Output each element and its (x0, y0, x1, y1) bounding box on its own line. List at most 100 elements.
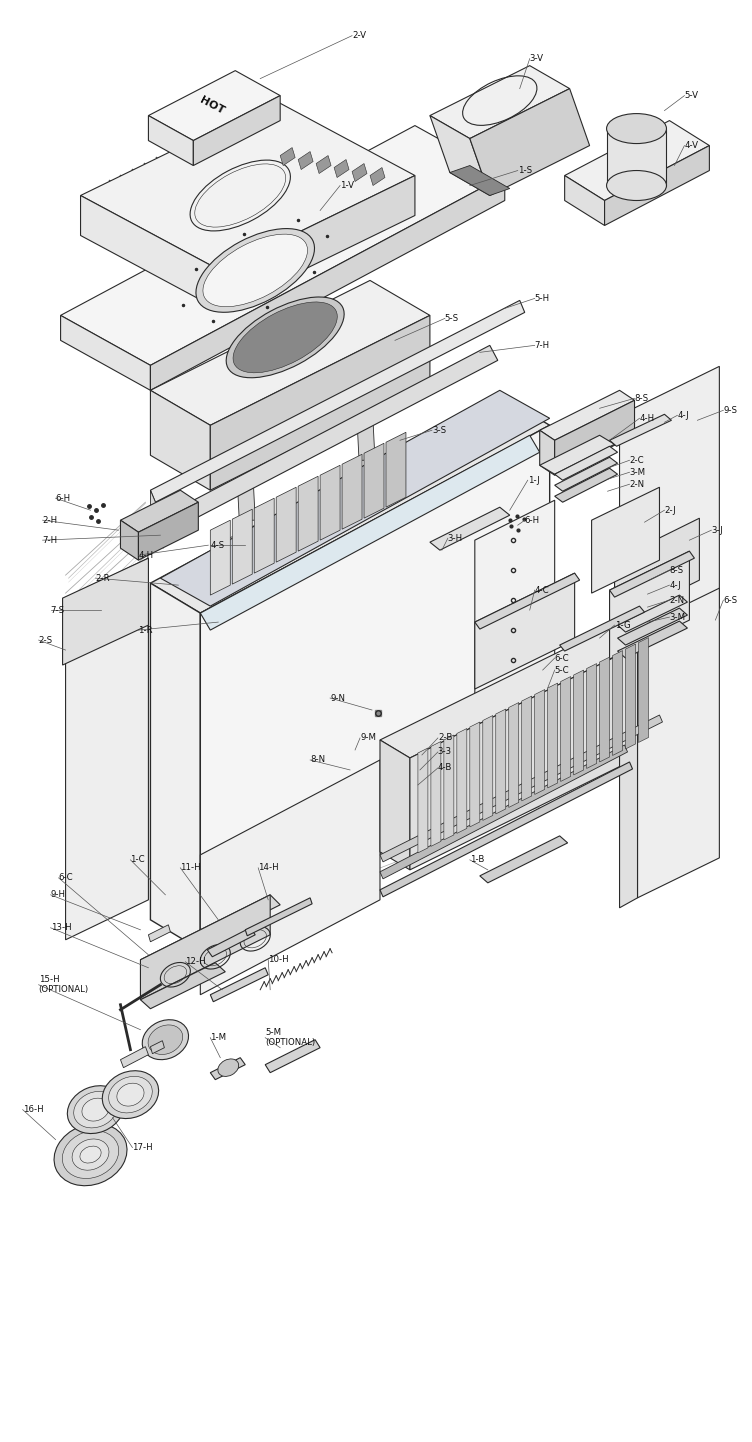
Text: 6-C: 6-C (59, 874, 73, 883)
Polygon shape (232, 509, 252, 584)
Text: 3-S: 3-S (432, 425, 446, 435)
Polygon shape (450, 166, 510, 196)
Ellipse shape (102, 1071, 159, 1119)
Polygon shape (200, 435, 540, 630)
Text: 2-S: 2-S (38, 636, 53, 645)
Polygon shape (148, 924, 171, 942)
Text: 8-S: 8-S (635, 394, 649, 402)
Text: 1-V: 1-V (340, 182, 354, 190)
Polygon shape (150, 1041, 165, 1054)
Text: 15-H
(OPTIONAL): 15-H (OPTIONAL) (38, 975, 89, 995)
Text: 4-V: 4-V (684, 141, 699, 150)
Polygon shape (156, 346, 498, 535)
Polygon shape (150, 391, 211, 490)
Ellipse shape (82, 1099, 109, 1120)
Ellipse shape (233, 301, 338, 373)
Polygon shape (120, 490, 199, 532)
Text: 12-H: 12-H (185, 957, 206, 966)
Polygon shape (380, 611, 669, 758)
Ellipse shape (607, 114, 666, 144)
Polygon shape (475, 572, 580, 629)
Text: 11-H: 11-H (180, 864, 201, 872)
Polygon shape (430, 66, 570, 138)
Polygon shape (559, 606, 644, 652)
Text: 2-R: 2-R (96, 574, 110, 583)
Text: 13-H: 13-H (50, 923, 71, 933)
Text: 7-H: 7-H (535, 340, 550, 350)
Text: 2-N: 2-N (669, 596, 684, 604)
Text: 3-M: 3-M (629, 467, 646, 477)
Polygon shape (370, 167, 385, 186)
Text: 17-H: 17-H (132, 1144, 153, 1152)
Polygon shape (574, 671, 584, 774)
Polygon shape (160, 391, 550, 606)
Polygon shape (208, 927, 255, 957)
Polygon shape (254, 499, 274, 572)
Text: 16-H: 16-H (23, 1105, 44, 1115)
Polygon shape (490, 660, 578, 708)
Polygon shape (620, 629, 638, 908)
Polygon shape (613, 650, 623, 756)
Polygon shape (418, 748, 428, 852)
Polygon shape (141, 895, 280, 970)
Polygon shape (80, 101, 415, 271)
Text: 14-H: 14-H (258, 864, 279, 872)
Ellipse shape (54, 1123, 127, 1185)
Polygon shape (245, 898, 312, 936)
Text: HOT: HOT (199, 95, 226, 117)
Text: 1-R: 1-R (138, 626, 153, 634)
Polygon shape (547, 684, 558, 787)
Polygon shape (490, 659, 555, 694)
Polygon shape (610, 414, 672, 446)
Ellipse shape (108, 1076, 153, 1113)
Text: 6-H: 6-H (56, 493, 71, 503)
Polygon shape (61, 125, 505, 365)
Text: 2-J: 2-J (665, 506, 676, 515)
Polygon shape (120, 1047, 148, 1067)
Text: 6-S: 6-S (723, 596, 738, 604)
Polygon shape (80, 196, 220, 310)
Polygon shape (565, 176, 605, 225)
Text: 5-C: 5-C (555, 666, 569, 675)
Polygon shape (220, 176, 415, 310)
Polygon shape (605, 146, 709, 225)
Polygon shape (430, 508, 510, 551)
Text: 9-N: 9-N (330, 694, 345, 702)
Polygon shape (141, 963, 226, 1009)
Text: 1-C: 1-C (130, 855, 145, 864)
Polygon shape (193, 95, 280, 166)
Ellipse shape (80, 1146, 101, 1164)
Polygon shape (565, 121, 709, 200)
Polygon shape (607, 128, 666, 186)
Polygon shape (555, 446, 617, 480)
Text: 10-H: 10-H (268, 955, 289, 965)
Polygon shape (156, 521, 163, 548)
Polygon shape (380, 740, 410, 870)
Polygon shape (483, 715, 493, 820)
Polygon shape (480, 836, 568, 883)
Polygon shape (386, 433, 406, 508)
Ellipse shape (218, 1058, 238, 1076)
Polygon shape (475, 500, 555, 709)
Polygon shape (276, 487, 296, 562)
Polygon shape (265, 1040, 320, 1073)
Polygon shape (352, 163, 367, 182)
Polygon shape (380, 715, 663, 862)
Polygon shape (150, 280, 430, 425)
Polygon shape (620, 366, 720, 659)
Polygon shape (120, 521, 138, 559)
Polygon shape (62, 558, 148, 665)
Text: 2-B: 2-B (438, 734, 452, 743)
Text: 4-J: 4-J (669, 581, 681, 590)
Polygon shape (555, 457, 617, 492)
Text: 9-M: 9-M (360, 734, 376, 743)
Polygon shape (617, 609, 687, 645)
Text: 1-G: 1-G (614, 620, 630, 630)
Text: 5-M
(OPTIONAL): 5-M (OPTIONAL) (265, 1028, 315, 1047)
Polygon shape (320, 466, 340, 541)
Polygon shape (150, 395, 550, 613)
Polygon shape (238, 480, 255, 521)
Polygon shape (211, 968, 268, 1002)
Polygon shape (138, 502, 199, 559)
Text: 7-H: 7-H (43, 535, 58, 545)
